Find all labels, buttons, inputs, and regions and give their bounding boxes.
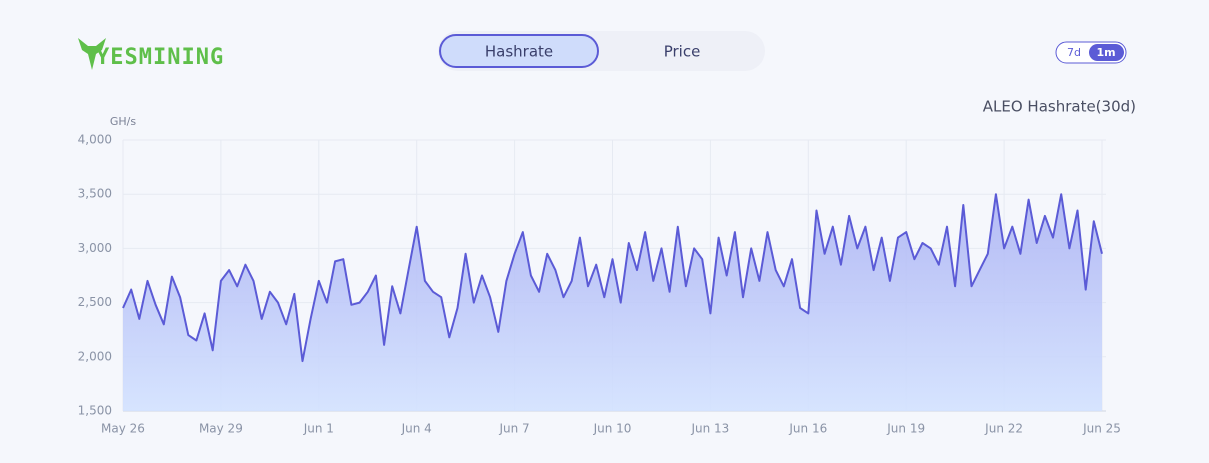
- logo[interactable]: YESMINING: [96, 45, 224, 70]
- range-label[interactable]: 1m: [1096, 46, 1115, 59]
- x-tick-label: Jun 16: [788, 422, 827, 436]
- y-tick-label: 3,000: [78, 241, 112, 255]
- x-tick-label: May 29: [199, 422, 243, 436]
- range-active[interactable]: [1089, 44, 1124, 61]
- y-tick-label: 2,000: [78, 349, 112, 363]
- line: [122, 193, 1103, 363]
- x-tick-label: May 26: [101, 422, 145, 436]
- x-tick-label: Jun 25: [1082, 422, 1121, 436]
- x-tick-label: Jun 13: [690, 422, 729, 436]
- x-tick-label: Jun 1: [303, 422, 334, 436]
- x-tick-label: Jun 19: [886, 422, 925, 436]
- y-tick-label: 4,000: [78, 133, 112, 147]
- x-tick-label: Jun 4: [401, 422, 432, 436]
- chart-title: ALEO Hashrate(30d): [983, 98, 1136, 116]
- y-tick-label: 1,500: [78, 404, 112, 418]
- x-tick-label: Jun 22: [984, 422, 1023, 436]
- y-tick-label: 2,500: [78, 295, 112, 309]
- range-label[interactable]: 7d: [1067, 46, 1081, 59]
- y-tick-label: 3,500: [78, 187, 112, 201]
- tab-label[interactable]: Hashrate: [485, 43, 553, 61]
- tab-label[interactable]: Price: [664, 43, 701, 61]
- x-tick-label: Jun 10: [593, 422, 632, 436]
- x-tick-label: Jun 7: [498, 422, 529, 436]
- y-axis-label: GH/s: [110, 115, 137, 128]
- logo-icon: [78, 38, 106, 70]
- tab-active[interactable]: [439, 34, 599, 68]
